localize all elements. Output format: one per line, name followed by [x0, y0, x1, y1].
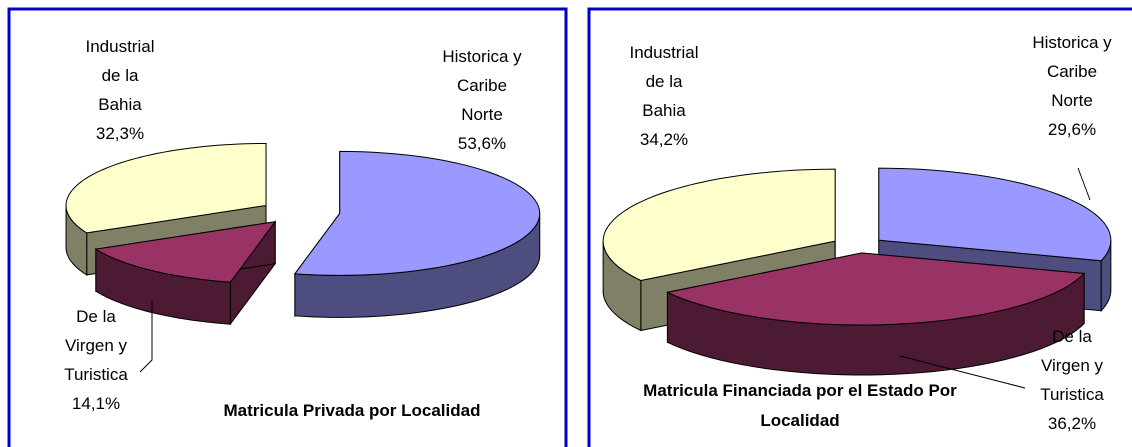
- slice-label-line: Bahia: [98, 95, 142, 114]
- slice-label-text: Industrial de la Bahia: [630, 43, 699, 120]
- charts: Historica y Caribe Norte 53,6% De la Virgen y…: [64, 33, 1112, 433]
- slice-label-line: Turistica: [1040, 385, 1104, 404]
- slice-top: [878, 167, 1112, 262]
- slice-top: [94, 221, 277, 283]
- slice-label-text: Historica y Caribe Norte: [442, 47, 522, 124]
- slice-label-line: Virgen y: [1041, 356, 1104, 375]
- pie-slice: [293, 150, 541, 318]
- slice-label-line: De la: [76, 307, 116, 326]
- chart-title-text: Matricula Financiada por el Estado Por Lo…: [643, 381, 957, 430]
- slice-label-text: De la Virgen y Turistica: [64, 307, 128, 384]
- slice-label-text: Industrial de la Bahia: [86, 37, 155, 114]
- slice-label-line: Bahia: [642, 101, 686, 120]
- slice-label: Industrial de la Bahia 32,3%: [86, 37, 155, 143]
- slice-label-line: Historica y: [442, 47, 522, 66]
- slice-label-line: Norte: [461, 105, 503, 124]
- left-panel-border: [7, 7, 568, 447]
- slice-label-line: de la: [102, 66, 139, 85]
- pie-chart: Historica y Caribe Norte 53,6% De la Virgen y…: [64, 37, 541, 420]
- slice-label-line: Industrial: [86, 37, 155, 56]
- chart-title: Matricula Privada por Localidad: [224, 401, 481, 420]
- pie-slice: [94, 220, 277, 326]
- slice-label-line: Historica y: [1032, 33, 1112, 52]
- leader-line: [1077, 167, 1091, 201]
- slice-label: Historica y Caribe Norte 53,6%: [442, 47, 522, 153]
- slice-label-line: Turistica: [64, 365, 128, 384]
- chart-title: Matricula Financiada por el Estado Por Lo…: [643, 381, 957, 430]
- slice-label: Historica y Caribe Norte 29,6%: [1032, 33, 1112, 139]
- slice-top: [665, 252, 1086, 326]
- slice-label-text: Historica y Caribe Norte: [1032, 33, 1112, 110]
- slice-label: Industrial de la Bahia 34,2%: [630, 43, 699, 149]
- slice-top: [602, 168, 836, 282]
- slice-top: [65, 142, 267, 234]
- slice-label-value: 34,2%: [640, 130, 688, 149]
- slice-label-value: 53,6%: [458, 134, 506, 153]
- right-panel-border: [587, 7, 1132, 447]
- chart-title-line: Localidad: [760, 411, 839, 430]
- slice-label-line: De la: [1052, 327, 1092, 346]
- slice-label: De la Virgen y Turistica 14,1%: [64, 307, 128, 413]
- chart-title-line: Matricula Financiada por el Estado Por: [643, 381, 957, 400]
- slice-label-text: De la Virgen y Turistica: [1040, 327, 1104, 404]
- slice-label-value: 14,1%: [72, 394, 120, 413]
- slice-top: [293, 150, 541, 276]
- slice-label: De la Virgen y Turistica 36,2%: [1040, 327, 1104, 433]
- slice-label-line: Norte: [1051, 91, 1093, 110]
- pie-slice: [665, 252, 1086, 376]
- slice-label-value: 32,3%: [96, 124, 144, 143]
- slice-label-line: Caribe: [457, 76, 507, 95]
- slice-label-line: Industrial: [630, 43, 699, 62]
- slice-label-value: 36,2%: [1048, 414, 1096, 433]
- leader-line: [899, 355, 1026, 389]
- slice-label-line: Virgen y: [65, 336, 128, 355]
- pie-chart: Historica y Caribe Norte 29,6% De la Virgen y…: [602, 33, 1112, 433]
- chart-title-text: Matricula Privada por Localidad: [224, 401, 481, 420]
- chart-title-line: Matricula Privada por Localidad: [224, 401, 481, 420]
- leader-line: [139, 300, 153, 373]
- slice-label-line: de la: [646, 72, 683, 91]
- slice-label-value: 29,6%: [1048, 120, 1096, 139]
- slice-label-line: Caribe: [1047, 62, 1097, 81]
